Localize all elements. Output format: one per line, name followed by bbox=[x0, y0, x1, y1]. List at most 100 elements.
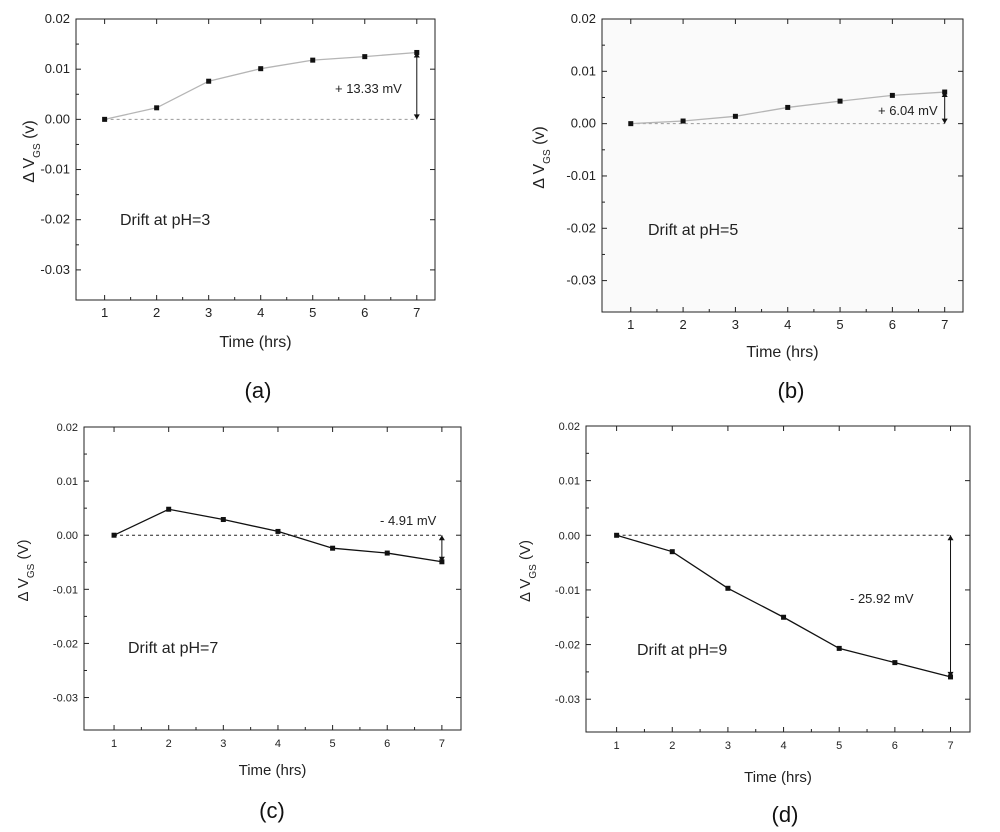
x-tick-label: 3 bbox=[725, 740, 731, 752]
chart-d-svg: 0.02 0.01 0.00 -0.01 -0.02 -0.03 1 2 3 4 5 6 7 Time (… bbox=[517, 421, 971, 786]
data-point-marker bbox=[220, 517, 226, 523]
x-tick-label: 3 bbox=[220, 738, 226, 750]
x-tick-label: 7 bbox=[947, 740, 953, 752]
drift-annotation: Drift at pH=3 bbox=[120, 212, 210, 229]
data-point-marker bbox=[725, 585, 731, 591]
y-axis-label: Δ VGS (v) bbox=[21, 120, 43, 182]
x-tick-label: 4 bbox=[257, 305, 264, 320]
chart-panel-c: 0.02 0.01 0.00 -0.01 -0.02 -0.03 1 2 3 4 5 6 7 Time (… bbox=[0, 405, 500, 790]
plot-frame bbox=[585, 425, 971, 733]
x-axis-label: Time (hrs) bbox=[239, 762, 307, 779]
plot-frame bbox=[83, 426, 462, 731]
data-point-marker bbox=[889, 92, 895, 98]
y-axis-label-main: Δ V bbox=[517, 579, 534, 602]
y-axis-label-main: Δ V bbox=[21, 157, 38, 182]
y-tick-label: 0.00 bbox=[571, 116, 596, 131]
data-point-marker bbox=[206, 78, 212, 84]
y-tick-label: -0.02 bbox=[53, 638, 78, 650]
y-tick-label: 0.01 bbox=[571, 63, 596, 78]
data-point-marker bbox=[837, 98, 843, 104]
data-point-marker bbox=[258, 66, 264, 72]
plot-frame bbox=[75, 18, 436, 301]
chart-b-svg: 0.02 0.01 0.00 -0.01 -0.02 -0.03 1 2 3 4 5 6 7 Time (… bbox=[531, 11, 964, 361]
delta-annotation: - 4.91 mV bbox=[380, 513, 437, 528]
y-axis-label-subscript: GS bbox=[528, 564, 539, 579]
y-axis-label-subscript: GS bbox=[542, 149, 553, 164]
x-tick-label: 1 bbox=[111, 738, 117, 750]
x-tick-label: 5 bbox=[836, 740, 842, 752]
data-point-marker bbox=[362, 54, 368, 60]
x-tick-label: 5 bbox=[309, 305, 316, 320]
data-point-marker bbox=[892, 660, 898, 666]
y-axis-label: Δ VGS (V) bbox=[15, 540, 37, 602]
x-tick-label: 7 bbox=[413, 305, 420, 320]
y-axis-label: Δ VGS (v) bbox=[531, 126, 553, 188]
data-point-marker bbox=[732, 113, 738, 119]
y-tick-label: 0.00 bbox=[57, 530, 78, 542]
data-point-marker bbox=[310, 57, 316, 63]
delta-annotation: + 6.04 mV bbox=[878, 103, 938, 118]
data-point-marker bbox=[781, 614, 787, 620]
y-tick-label: 0.01 bbox=[559, 476, 580, 488]
x-tick-label: 1 bbox=[627, 317, 634, 332]
delta-arrow-head-top bbox=[941, 92, 948, 98]
y-axis-label-subscript: GS bbox=[26, 563, 37, 578]
y-tick-label: -0.01 bbox=[53, 584, 78, 596]
delta-annotation: + 13.33 mV bbox=[335, 81, 402, 96]
x-tick-label: 2 bbox=[153, 305, 160, 320]
y-tick-label: 0.01 bbox=[45, 61, 70, 76]
x-tick-label: 2 bbox=[679, 317, 686, 332]
y-axis-label-main: Δ V bbox=[531, 163, 548, 188]
x-tick-label: 7 bbox=[439, 738, 445, 750]
y-tick-label: 0.01 bbox=[57, 476, 78, 488]
panel-label-b: (b) bbox=[777, 378, 805, 403]
plot-frame bbox=[601, 18, 964, 313]
y-axis-label-unit: (V) bbox=[15, 540, 32, 564]
delta-arrow-head-bottom bbox=[947, 671, 954, 677]
panel-label-a: (a) bbox=[244, 378, 272, 403]
y-tick-label: 0.02 bbox=[559, 421, 580, 433]
delta-arrow-head-bottom bbox=[941, 118, 948, 124]
data-point-marker bbox=[669, 549, 675, 555]
panel-label-d: (d) bbox=[771, 802, 799, 827]
x-tick-label: 3 bbox=[732, 317, 739, 332]
data-point-marker bbox=[154, 105, 160, 111]
y-axis-label-unit: (v) bbox=[21, 120, 38, 143]
y-tick-label: 0.00 bbox=[559, 530, 580, 542]
data-point-marker bbox=[384, 550, 390, 556]
delta-arrow-head-bottom bbox=[413, 114, 420, 120]
y-axis-label-unit: (v) bbox=[531, 126, 548, 149]
x-tick-label: 1 bbox=[614, 740, 620, 752]
drift-annotation: Drift at pH=5 bbox=[648, 222, 738, 239]
y-tick-label: -0.03 bbox=[53, 693, 78, 705]
x-axis-label: Time (hrs) bbox=[219, 334, 291, 351]
delta-annotation: - 25.92 mV bbox=[850, 591, 914, 606]
delta-arrow-head-bottom bbox=[438, 556, 445, 562]
y-tick-label: -0.03 bbox=[40, 262, 70, 277]
data-point-marker bbox=[111, 532, 117, 538]
data-point-marker bbox=[166, 506, 172, 512]
y-tick-label: 0.02 bbox=[45, 11, 70, 26]
y-tick-label: -0.03 bbox=[555, 694, 580, 706]
data-point-marker bbox=[330, 545, 336, 551]
x-axis-label: Time (hrs) bbox=[746, 344, 818, 361]
y-axis-label: Δ VGS (V) bbox=[517, 540, 539, 602]
y-tick-label: -0.02 bbox=[40, 212, 70, 227]
delta-arrow-head-top bbox=[413, 52, 420, 58]
y-axis-label-unit: (V) bbox=[517, 540, 534, 564]
y-tick-label: -0.02 bbox=[555, 640, 580, 652]
x-tick-label: 1 bbox=[101, 305, 108, 320]
chart-a-svg: 0.02 0.01 0.00 -0.01 -0.02 -0.03 1 2 3 4 5 6 7 Time (… bbox=[21, 11, 436, 351]
y-tick-label: -0.03 bbox=[566, 273, 596, 288]
chart-panel-b: 0.02 0.01 0.00 -0.01 -0.02 -0.03 1 2 3 4 5 6 7 Time (… bbox=[500, 0, 1000, 370]
y-tick-label: -0.02 bbox=[566, 220, 596, 235]
x-tick-label: 4 bbox=[781, 740, 787, 752]
x-tick-label: 6 bbox=[384, 738, 390, 750]
x-tick-label: 6 bbox=[889, 317, 896, 332]
drift-annotation: Drift at pH=9 bbox=[637, 642, 727, 659]
x-tick-label: 7 bbox=[941, 317, 948, 332]
drift-annotation: Drift at pH=7 bbox=[128, 640, 218, 657]
chart-panel-a: 0.02 0.01 0.00 -0.01 -0.02 -0.03 1 2 3 4 5 6 7 Time (… bbox=[0, 0, 500, 370]
delta-arrow-head-top bbox=[438, 535, 445, 541]
x-tick-label: 2 bbox=[166, 738, 172, 750]
